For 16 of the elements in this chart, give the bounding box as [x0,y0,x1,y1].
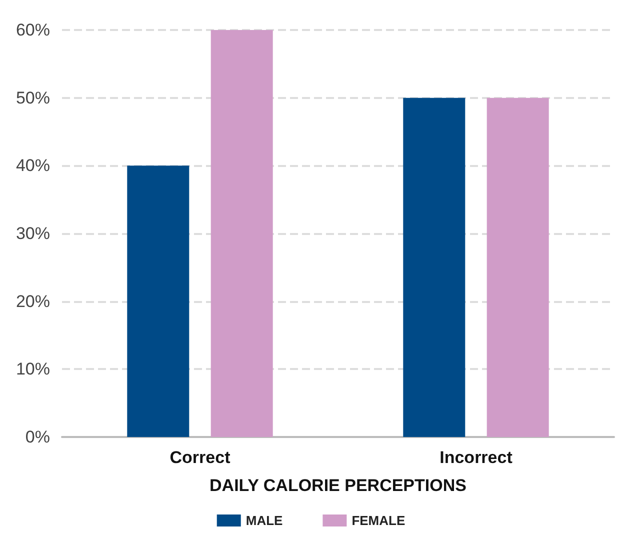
bar [403,98,466,437]
legend-label: MALE [246,513,284,528]
y-tick-label: 50% [16,88,50,108]
y-tick-label: 40% [16,156,50,176]
x-axis-title: DAILY CALORIE PERCEPTIONS [210,476,466,495]
bar [127,166,190,437]
legend-label: FEMALE [352,513,406,528]
y-tick-label: 20% [16,292,50,311]
x-tick-label: Incorrect [440,448,513,467]
y-tick-label: 0% [25,428,50,446]
y-tick-label: 60% [16,20,50,40]
y-tick-label: 30% [16,224,50,243]
y-tick-label: 10% [16,360,50,379]
bar [210,30,273,437]
x-tick-label: Correct [170,448,231,467]
bar [486,98,549,437]
